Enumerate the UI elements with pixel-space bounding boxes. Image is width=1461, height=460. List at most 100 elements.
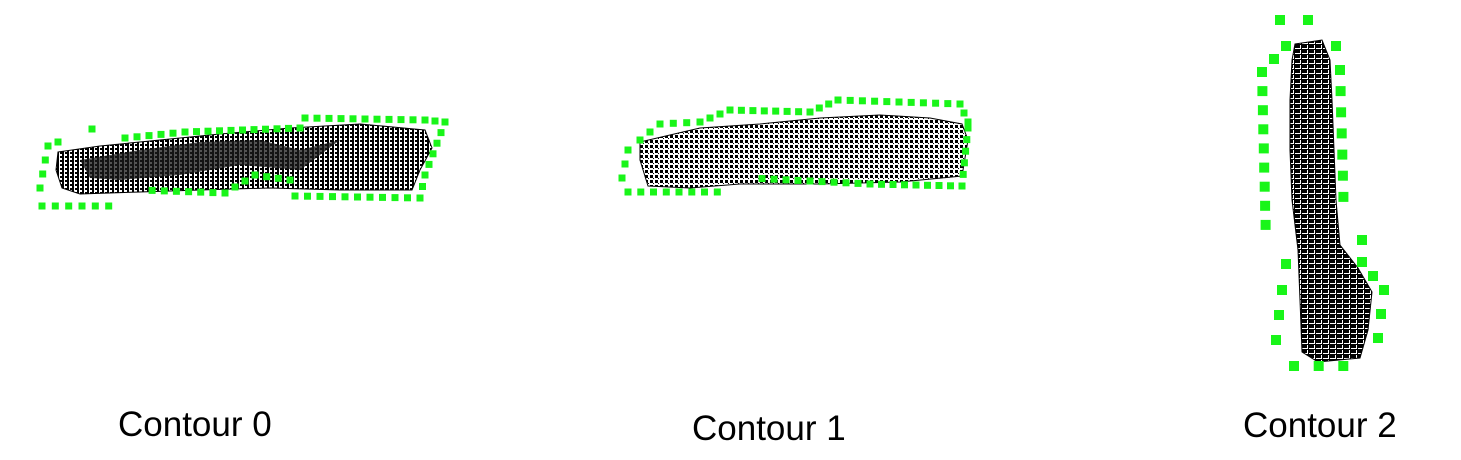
contour-point [624,146,632,154]
contour-point [1257,67,1267,77]
contour-point [815,104,823,112]
contour-point [935,182,943,189]
contour-point [337,115,345,123]
contour-point [41,156,49,164]
contour-point [795,108,803,116]
contour-point [947,182,954,190]
contour-point [883,98,891,106]
contour-point [91,202,99,210]
contour-point [1337,170,1348,181]
contour-point [783,107,791,115]
contour-point [231,183,239,191]
contour-point [397,116,405,124]
contour-point [825,100,833,108]
contour-2-point-cloud [1289,39,1373,363]
contour-point [1338,191,1349,202]
contour-point [758,175,766,183]
contour-point [683,119,691,127]
contour-point [325,114,333,122]
contour-point [361,115,369,123]
contour-point [54,138,62,146]
contour-point [148,186,156,194]
contour-point [1258,143,1269,154]
contour-point [1274,310,1284,320]
contour-point [716,110,724,118]
contour-point [304,192,311,200]
contour-point [1336,128,1347,139]
contour-0-group [36,114,449,210]
contour-0-label: Contour 0 [118,405,272,444]
contour-point [650,188,657,196]
contour-point [646,128,654,136]
contour-point [38,202,46,210]
contour-point [818,178,826,186]
contour-point [160,187,168,195]
contour-point [618,174,626,182]
contour-point [239,126,246,134]
contour-0-points [36,114,449,210]
contour-point [713,188,721,196]
contour-point [1281,41,1291,51]
contour-point [285,124,292,132]
contour-point [181,128,189,136]
contour-point [204,127,212,135]
contour-point [960,159,968,167]
contour-point [441,118,449,126]
contour-2-points [1257,15,1389,371]
contour-point [262,125,269,133]
contour-point [421,116,429,124]
contour-1-points [618,96,972,196]
contour-point [806,177,814,185]
contour-point [241,177,249,185]
contour-point [157,130,165,138]
contour-point [1303,15,1313,25]
contour-point [696,118,704,126]
contour-point [662,188,670,196]
contour-point [185,188,193,196]
contour-1-point-cloud [639,114,969,189]
contour-point [919,99,927,107]
contour-point [366,193,374,201]
contour-point [1271,335,1281,345]
contour-point [688,188,696,196]
contour-point [749,107,757,115]
contour-point [1275,15,1285,25]
contour-point [964,118,972,126]
contour-point [794,176,802,184]
contour-point [901,181,908,189]
contour-point [274,174,282,182]
contour-point [88,125,96,133]
contour-point [958,182,966,190]
contour-point [197,188,205,196]
contour-point [1289,361,1299,371]
contour-point [871,97,879,105]
contour-point [1257,105,1268,116]
contour-point [1335,65,1345,75]
contour-point [421,171,429,179]
contour-point [624,188,632,196]
contour-point [121,134,129,142]
contour-point [772,107,780,115]
contour-point [172,187,180,195]
contour-point [409,116,417,124]
contour-point [1331,41,1341,51]
contour-point [329,193,336,201]
contour-point [669,119,677,127]
contour-point [834,96,842,104]
contour-point [221,189,229,197]
contour-point [216,127,223,135]
contour-point [854,179,862,187]
contour-point [193,128,200,136]
contour-point [416,194,424,202]
contour-point [286,176,294,184]
contour-point [313,114,321,122]
contour-point [1376,309,1386,319]
contour-point [726,106,734,114]
contour-point [1269,54,1279,64]
contour-point [263,173,271,181]
contour-point [227,126,235,134]
contour-point [1373,333,1383,343]
contour-0-dark-ridge [80,140,340,180]
contour-point [1259,162,1270,173]
contour-point [760,107,768,115]
